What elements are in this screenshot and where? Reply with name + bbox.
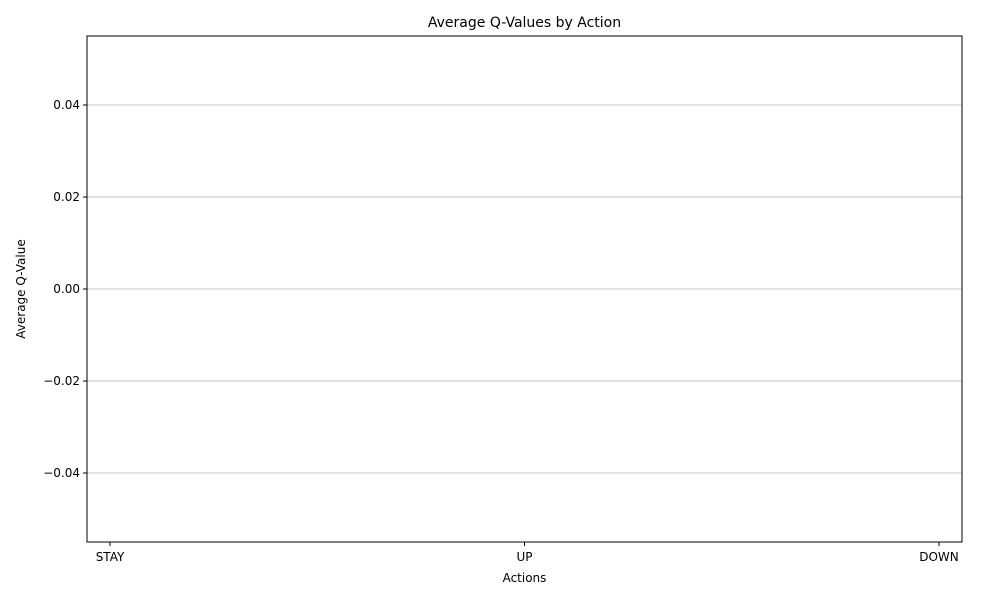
y-gridlines <box>87 104 962 474</box>
y-ticks: 0.04 0.02 0.00 −0.02 −0.04 <box>43 98 87 480</box>
x-ticks: STAY UP DOWN <box>96 542 959 564</box>
y-tick-label: 0.00 <box>53 282 80 296</box>
y-axis-label: Average Q-Value <box>14 239 28 338</box>
y-tick-label: −0.02 <box>43 374 80 388</box>
y-tick-label: 0.02 <box>53 190 80 204</box>
chart-title: Average Q-Values by Action <box>428 15 621 31</box>
y-tick-label: −0.04 <box>43 466 80 480</box>
y-tick-label: 0.04 <box>53 98 80 112</box>
x-tick-label: STAY <box>96 550 125 564</box>
x-tick-label: UP <box>516 550 532 564</box>
x-tick-label: DOWN <box>919 550 959 564</box>
x-axis-label: Actions <box>503 571 547 585</box>
